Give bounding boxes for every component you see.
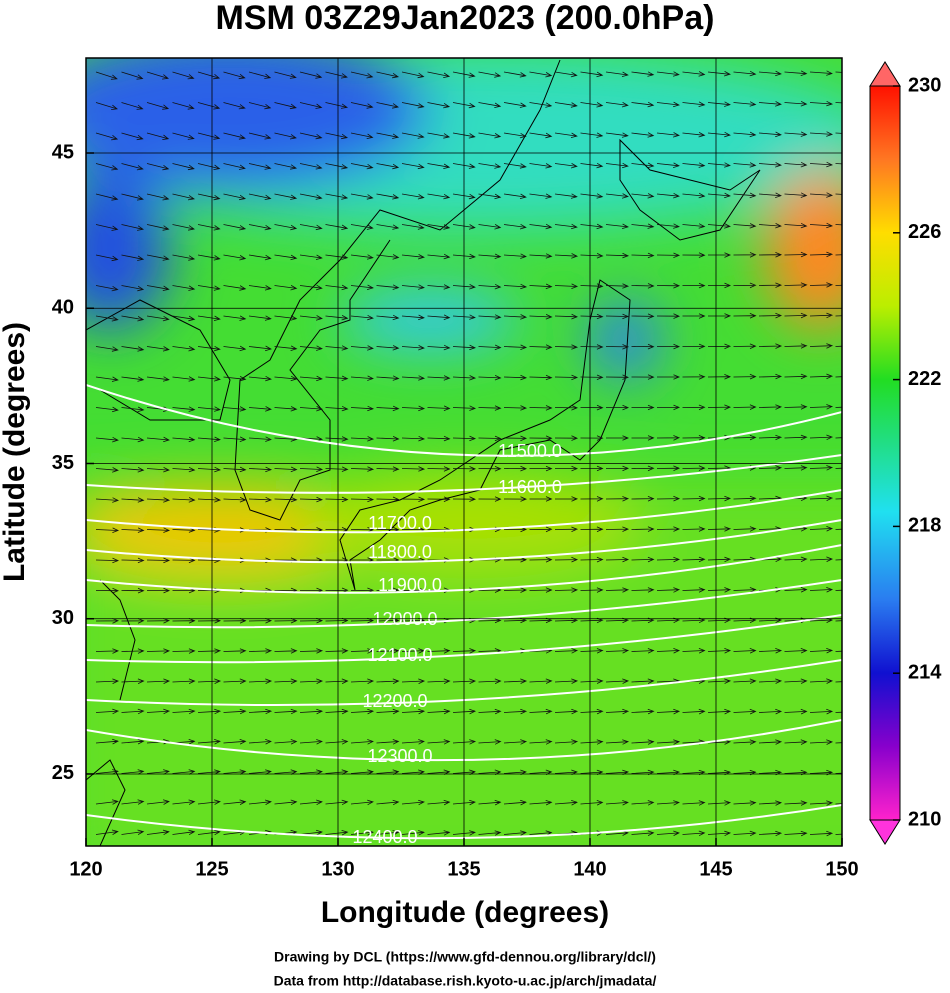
colorbar-extend xyxy=(869,819,901,845)
x-tick-label: 140 xyxy=(573,858,606,880)
y-axis-label: Latitude (degrees) xyxy=(0,322,31,582)
colorbar-tick-label: 226 xyxy=(908,221,941,243)
x-axis-label: Longitude (degrees) xyxy=(321,896,609,929)
wind-arrows xyxy=(95,70,842,837)
colorbar xyxy=(869,61,901,845)
colorbar-tick-label: 210 xyxy=(908,808,941,830)
y-tick-label: 25 xyxy=(52,762,74,784)
y-tick-label: 35 xyxy=(52,452,74,474)
contour-label: 11700.0 xyxy=(368,513,432,533)
colorbar-tick-label: 218 xyxy=(908,515,941,537)
contour-label: 12100.0 xyxy=(367,645,432,665)
contour-label: 12200.0 xyxy=(362,691,427,711)
contour-label: 11900.0 xyxy=(378,575,442,595)
chart-title: MSM 03Z29Jan2023 (200.0hPa) xyxy=(216,0,715,37)
x-tick-label: 135 xyxy=(447,858,480,880)
plot-frame xyxy=(85,57,843,847)
colorbar-extend xyxy=(869,61,901,87)
contour-label: 12300.0 xyxy=(367,746,432,766)
contour-label: 11500.0 xyxy=(498,441,562,461)
y-tick-label: 40 xyxy=(52,297,74,319)
y-tick-label: 45 xyxy=(52,141,74,163)
coastline xyxy=(86,59,761,846)
y-tick-label: 30 xyxy=(52,607,74,629)
x-tick-label: 150 xyxy=(825,858,858,880)
x-tick-label: 130 xyxy=(321,858,354,880)
credit: Drawing by DCL (https://www.gfd-dennou.o… xyxy=(274,949,656,965)
colorbar-scale xyxy=(869,85,901,821)
x-tick-label: 145 xyxy=(699,858,732,880)
credit: Data from http://database.rish.kyoto-u.a… xyxy=(274,973,657,989)
x-tick-label: 120 xyxy=(69,858,102,880)
colorbar-tick-label: 214 xyxy=(908,661,942,683)
contour-label: 12400.0 xyxy=(352,827,417,847)
contour-label: 11800.0 xyxy=(368,542,432,562)
contour-label: 11600.0 xyxy=(498,477,562,497)
colorbar-tick-label: 230 xyxy=(908,74,941,96)
temperature-field: 11500.011600.011700.011800.011900.012000… xyxy=(86,58,842,847)
x-tick-label: 125 xyxy=(195,858,228,880)
colorbar-tick-label: 222 xyxy=(908,368,941,390)
